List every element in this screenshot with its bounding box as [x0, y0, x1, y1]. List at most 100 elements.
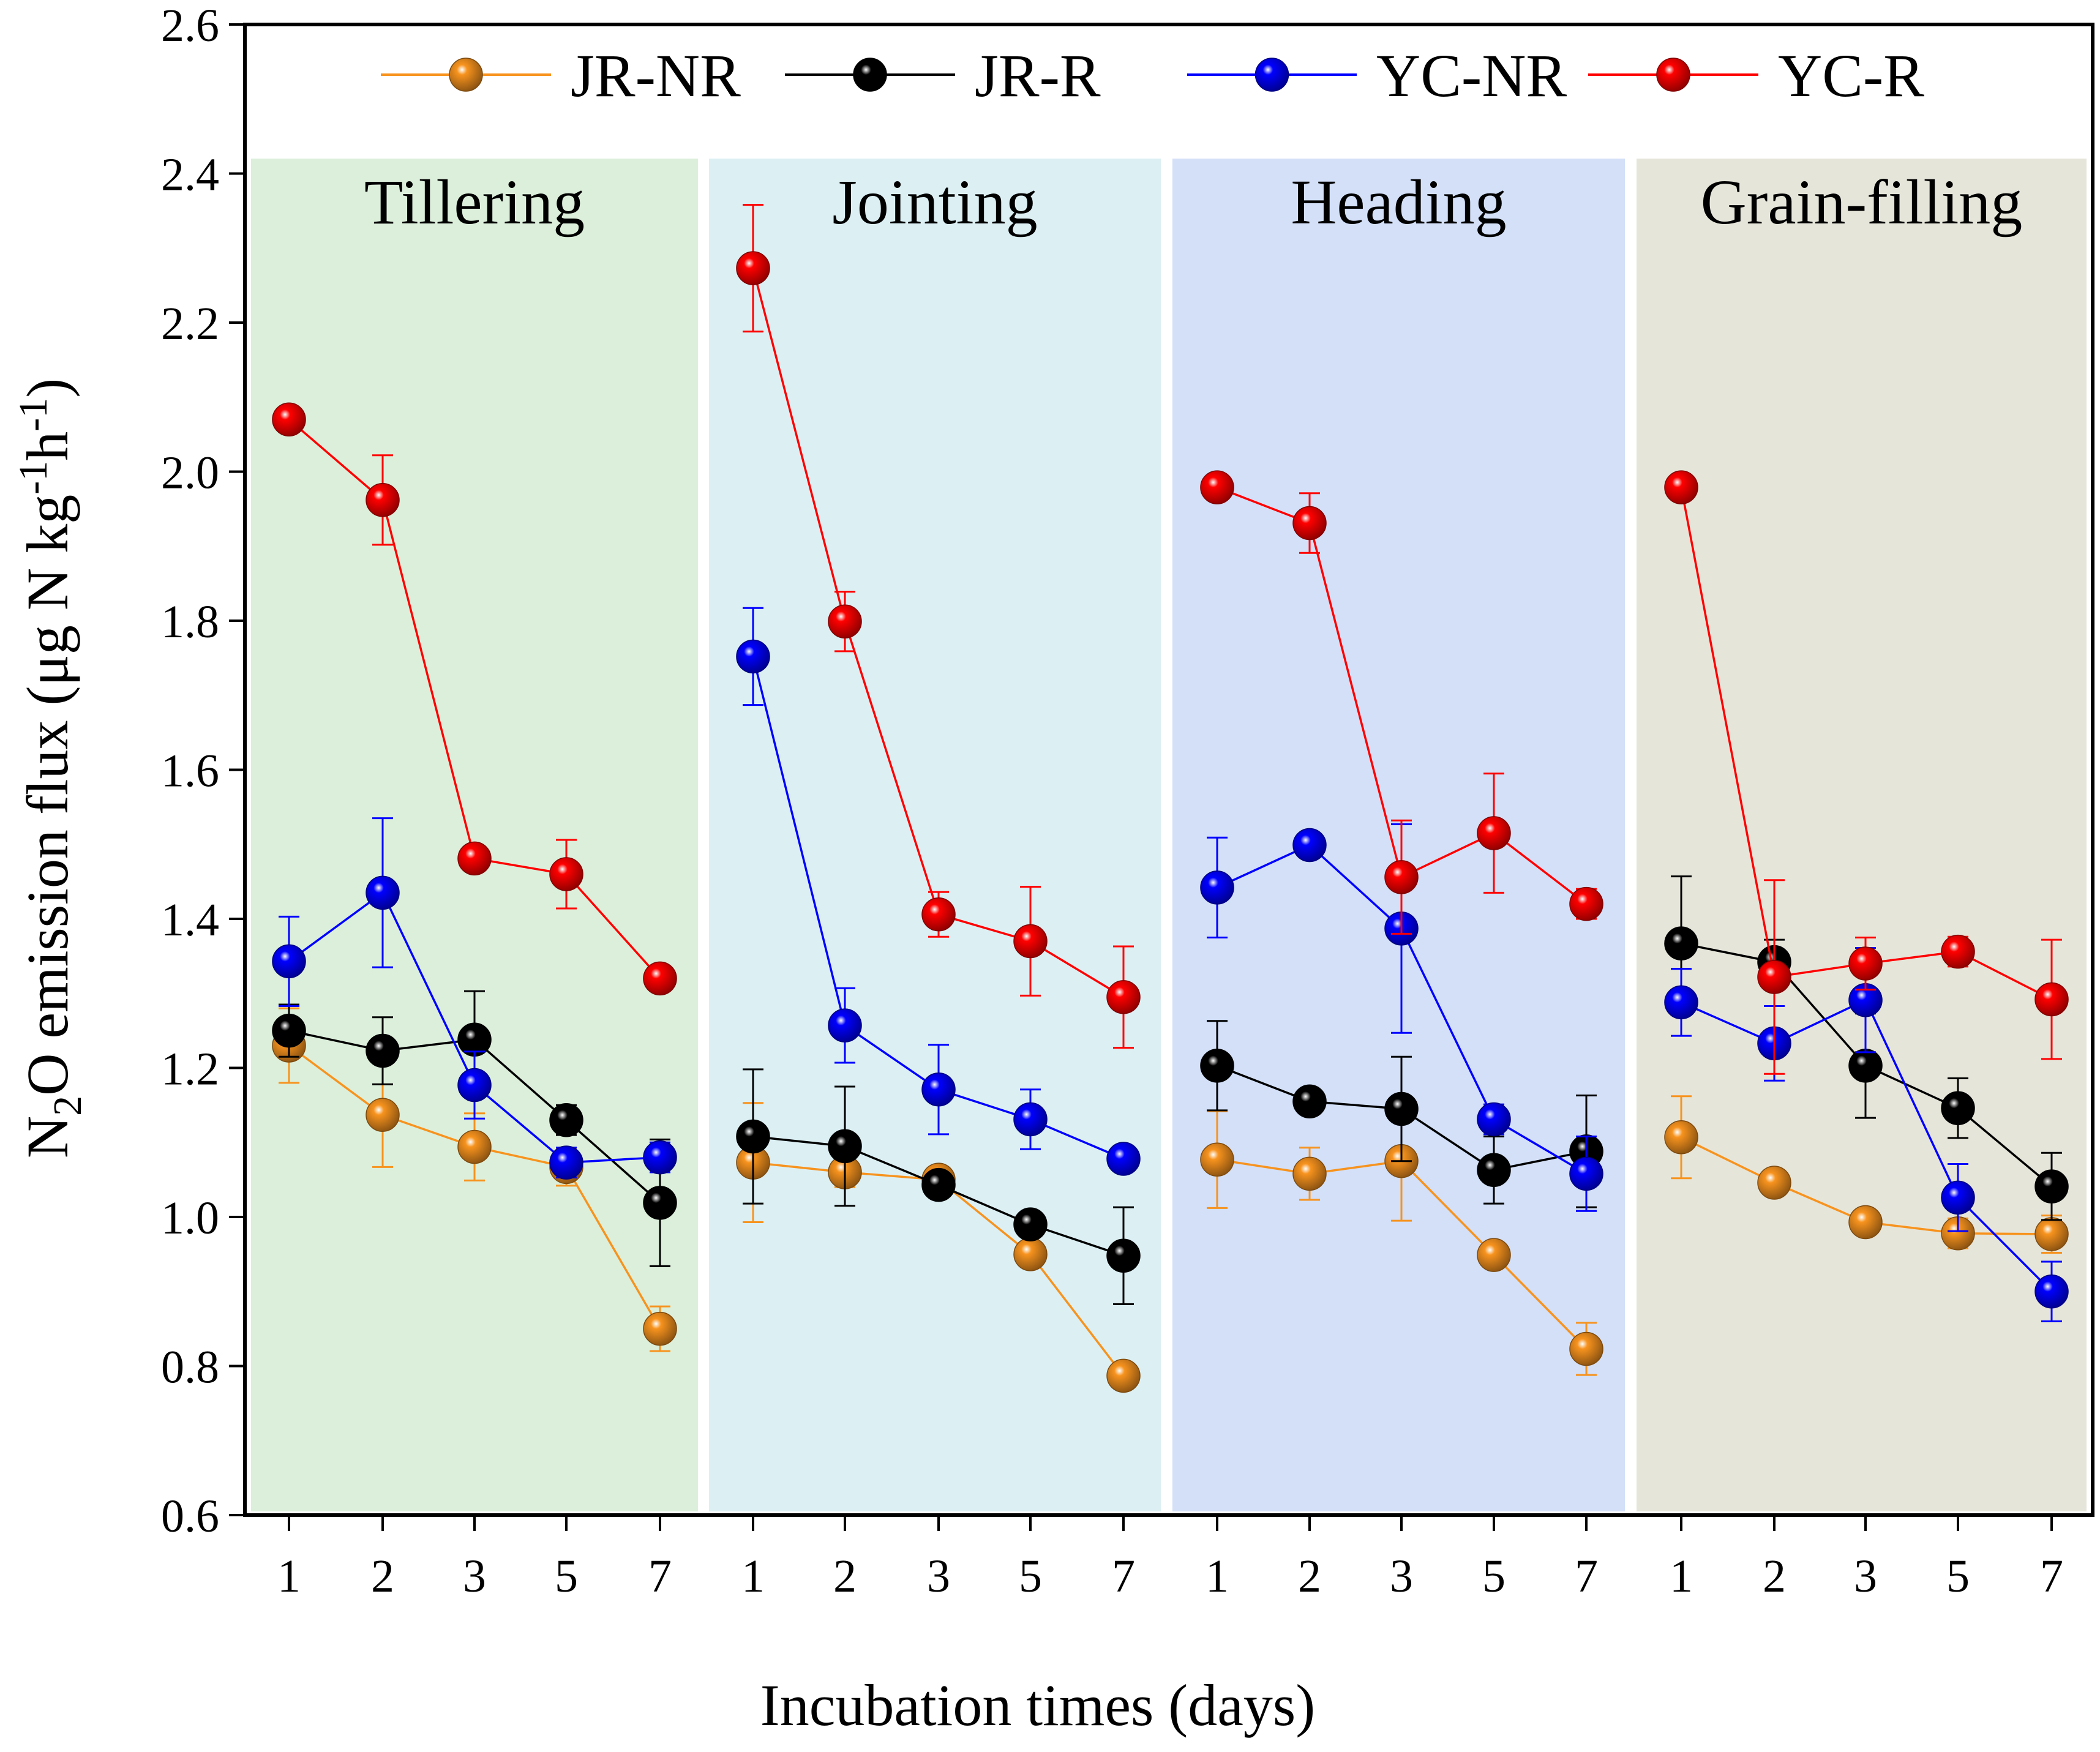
data-point-yc-r: [1569, 886, 1603, 921]
data-point-yc-nr: [1106, 1142, 1141, 1176]
data-point-yc-nr: [1477, 1102, 1511, 1137]
y-tick-label: 2.2: [161, 298, 219, 350]
x-tick-label: 1: [1206, 1551, 1229, 1602]
data-point-yc-nr: [1200, 870, 1234, 905]
data-point-jr-nr: [1106, 1358, 1141, 1393]
data-point-yc-nr: [1664, 985, 1698, 1020]
data-point-yc-r: [1292, 506, 1327, 541]
y-tick-label: 1.8: [161, 596, 219, 648]
data-point-jr-r: [921, 1167, 956, 1202]
y-tick-label: 2.6: [161, 0, 219, 51]
legend-label: YC-NR: [1376, 42, 1567, 110]
legend-marker: [1656, 58, 1690, 92]
data-point-jr-r: [1292, 1084, 1327, 1119]
data-point-jr-r: [549, 1102, 583, 1137]
x-tick-label: 1: [277, 1551, 301, 1602]
data-point-yc-r: [1200, 470, 1234, 504]
stage-panel-heading: [1172, 159, 1625, 1512]
data-point-yc-nr: [921, 1073, 956, 1107]
data-point-yc-r: [1757, 960, 1791, 994]
data-point-jr-nr: [2034, 1217, 2069, 1251]
x-tick-label: 2: [833, 1551, 857, 1602]
y-tick-label: 1.2: [161, 1044, 219, 1095]
x-tick-label: 3: [1854, 1551, 1877, 1602]
x-tick-label: 2: [371, 1551, 394, 1602]
data-point-jr-nr: [1013, 1237, 1048, 1271]
data-point-yc-nr: [2034, 1275, 2069, 1309]
y-axis-title-part: -1: [11, 398, 56, 432]
data-point-yc-nr: [736, 639, 770, 674]
data-point-jr-r: [1477, 1153, 1511, 1188]
x-tick-label: 7: [1112, 1551, 1135, 1602]
data-point-yc-r: [272, 402, 306, 437]
legend-label: YC-R: [1778, 42, 1924, 110]
data-point-jr-nr: [1664, 1120, 1698, 1155]
legend-item-yc-r: YC-R: [1588, 42, 1924, 110]
y-tick-label: 1.0: [161, 1192, 219, 1244]
data-point-yc-r: [457, 841, 492, 876]
legend-item-jr-nr: JR-NR: [381, 42, 741, 110]
data-point-yc-nr: [1941, 1180, 1975, 1215]
data-point-yc-nr: [272, 944, 306, 979]
data-point-jr-nr: [643, 1311, 677, 1346]
stage-label-tillering: Tillering: [364, 167, 585, 238]
stage-label-heading: Heading: [1291, 167, 1506, 238]
data-point-yc-r: [921, 897, 956, 932]
data-point-yc-nr: [1013, 1102, 1048, 1137]
x-tick-label: 1: [1670, 1551, 1693, 1602]
data-point-yc-r: [1477, 816, 1511, 850]
data-point-jr-r: [1664, 926, 1698, 960]
data-point-yc-r: [366, 483, 400, 517]
data-point-yc-nr: [1292, 828, 1327, 863]
x-tick-label: 3: [927, 1551, 950, 1602]
data-point-yc-r: [1664, 470, 1698, 504]
data-point-jr-nr: [457, 1129, 492, 1164]
y-tick-label: 1.6: [161, 746, 219, 797]
legend-label: JR-NR: [571, 42, 741, 110]
data-point-yc-nr: [366, 875, 400, 910]
legend-item-jr-r: JR-R: [785, 42, 1101, 110]
data-point-jr-nr: [1292, 1156, 1327, 1191]
data-point-jr-r: [1941, 1091, 1975, 1125]
data-point-yc-nr: [1569, 1156, 1603, 1191]
data-point-jr-nr: [366, 1098, 400, 1132]
legend-label: JR-R: [975, 42, 1101, 110]
y-tick-label: 0.8: [161, 1342, 219, 1393]
data-point-jr-r: [1013, 1207, 1048, 1241]
y-axis-title-part: N: [15, 1116, 80, 1158]
x-tick-label: 5: [1482, 1551, 1506, 1602]
data-point-yc-nr: [643, 1140, 677, 1175]
data-point-jr-r: [643, 1186, 677, 1220]
x-tick-label: 2: [1298, 1551, 1321, 1602]
data-point-yc-r: [549, 857, 583, 891]
y-axis-title-part: h: [15, 432, 80, 461]
data-point-jr-nr: [1848, 1205, 1883, 1240]
data-point-jr-nr: [1200, 1142, 1234, 1177]
stage-panel-grain-filling: [1637, 159, 2087, 1512]
data-point-yc-r: [1941, 934, 1975, 969]
x-tick-label: 1: [741, 1551, 765, 1602]
data-point-jr-r: [366, 1033, 400, 1068]
data-point-jr-r: [736, 1119, 770, 1154]
y-tick-label: 1.4: [161, 894, 219, 946]
data-point-jr-r: [828, 1129, 862, 1164]
data-point-yc-r: [1013, 924, 1048, 959]
data-point-jr-r: [272, 1013, 306, 1048]
data-point-jr-r: [2034, 1169, 2069, 1204]
data-point-yc-nr: [457, 1068, 492, 1102]
x-tick-label: 5: [1019, 1551, 1042, 1602]
x-tick-label: 3: [1390, 1551, 1413, 1602]
y-tick-label: 0.6: [161, 1491, 219, 1542]
data-point-yc-r: [1384, 860, 1419, 894]
x-tick-label: 7: [648, 1551, 672, 1602]
x-tick-label: 5: [1946, 1551, 1970, 1602]
data-point-jr-r: [1106, 1238, 1141, 1273]
x-tick-label: 7: [2040, 1551, 2063, 1602]
data-point-jr-r: [1848, 1049, 1883, 1083]
y-axis-title-part: ): [15, 378, 80, 398]
y-axis-title-part: 2: [45, 1096, 90, 1116]
x-tick-label: 2: [1763, 1551, 1786, 1602]
data-point-yc-r: [643, 961, 677, 996]
